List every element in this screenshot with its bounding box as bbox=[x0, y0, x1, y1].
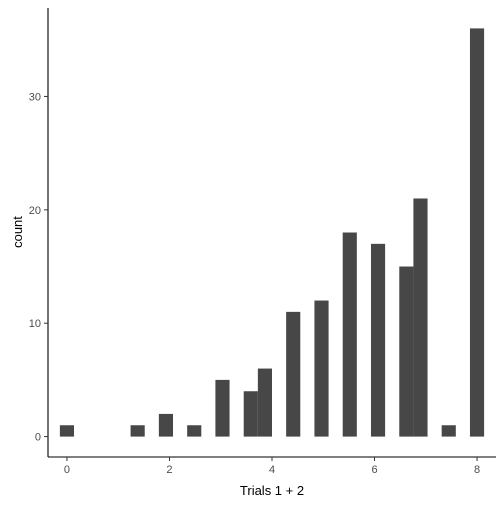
histogram-bar bbox=[469, 28, 485, 437]
histogram-bar bbox=[158, 413, 174, 437]
y-axis-title: count bbox=[10, 216, 25, 248]
histogram-bar bbox=[257, 368, 272, 437]
histogram-bar bbox=[59, 425, 75, 437]
histogram-bar bbox=[243, 391, 258, 437]
y-tick-label: 0 bbox=[35, 432, 41, 444]
histogram-bar bbox=[187, 425, 202, 437]
x-tick-label: 4 bbox=[269, 464, 275, 476]
histogram-bar bbox=[441, 425, 456, 437]
histogram-bar bbox=[413, 198, 428, 437]
histogram-bar bbox=[370, 243, 386, 437]
histogram-bar bbox=[286, 311, 301, 437]
x-tick-label: 6 bbox=[371, 464, 377, 476]
x-tick-label: 2 bbox=[166, 464, 172, 476]
bars-layer bbox=[59, 28, 485, 437]
histogram-bar bbox=[130, 425, 145, 437]
x-tick-label: 8 bbox=[474, 464, 480, 476]
y-tick-label: 20 bbox=[29, 205, 41, 217]
histogram-bar bbox=[342, 232, 357, 437]
x-axis-title: Trials 1 + 2 bbox=[240, 483, 304, 498]
y-tick-label: 30 bbox=[29, 91, 41, 103]
histogram-bar bbox=[215, 379, 230, 437]
ticks-layer: 0 2 4 6 8 0 10 20 30 bbox=[29, 91, 480, 476]
histogram-bar bbox=[399, 266, 414, 437]
histogram-bar bbox=[314, 300, 329, 437]
y-tick-label: 10 bbox=[29, 318, 41, 330]
x-tick-label: 0 bbox=[64, 464, 70, 476]
